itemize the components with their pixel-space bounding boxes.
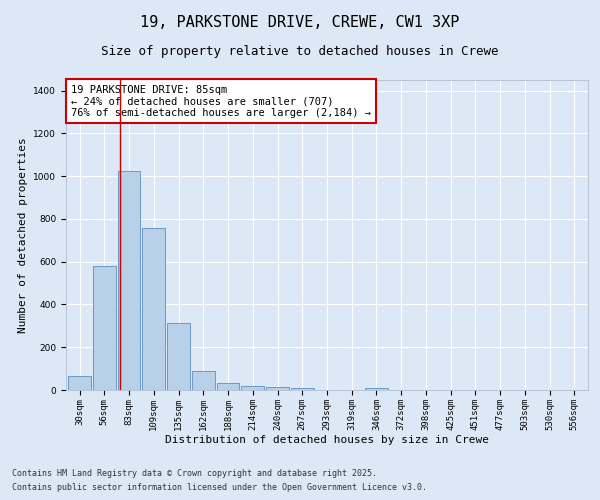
Bar bbox=[68, 376, 91, 390]
Text: Contains HM Land Registry data © Crown copyright and database right 2025.: Contains HM Land Registry data © Crown c… bbox=[12, 468, 377, 477]
Bar bbox=[241, 386, 264, 390]
Bar bbox=[365, 388, 388, 390]
Text: 19 PARKSTONE DRIVE: 85sqm
← 24% of detached houses are smaller (707)
76% of semi: 19 PARKSTONE DRIVE: 85sqm ← 24% of detac… bbox=[71, 84, 371, 118]
Bar bbox=[192, 371, 215, 390]
Y-axis label: Number of detached properties: Number of detached properties bbox=[18, 137, 28, 333]
Bar bbox=[291, 388, 314, 390]
Bar bbox=[142, 228, 165, 390]
Text: Size of property relative to detached houses in Crewe: Size of property relative to detached ho… bbox=[101, 45, 499, 58]
Bar bbox=[118, 171, 140, 390]
Bar bbox=[217, 382, 239, 390]
Text: Contains public sector information licensed under the Open Government Licence v3: Contains public sector information licen… bbox=[12, 484, 427, 492]
X-axis label: Distribution of detached houses by size in Crewe: Distribution of detached houses by size … bbox=[165, 436, 489, 446]
Bar bbox=[93, 266, 116, 390]
Text: 19, PARKSTONE DRIVE, CREWE, CW1 3XP: 19, PARKSTONE DRIVE, CREWE, CW1 3XP bbox=[140, 15, 460, 30]
Bar bbox=[167, 322, 190, 390]
Bar bbox=[266, 387, 289, 390]
